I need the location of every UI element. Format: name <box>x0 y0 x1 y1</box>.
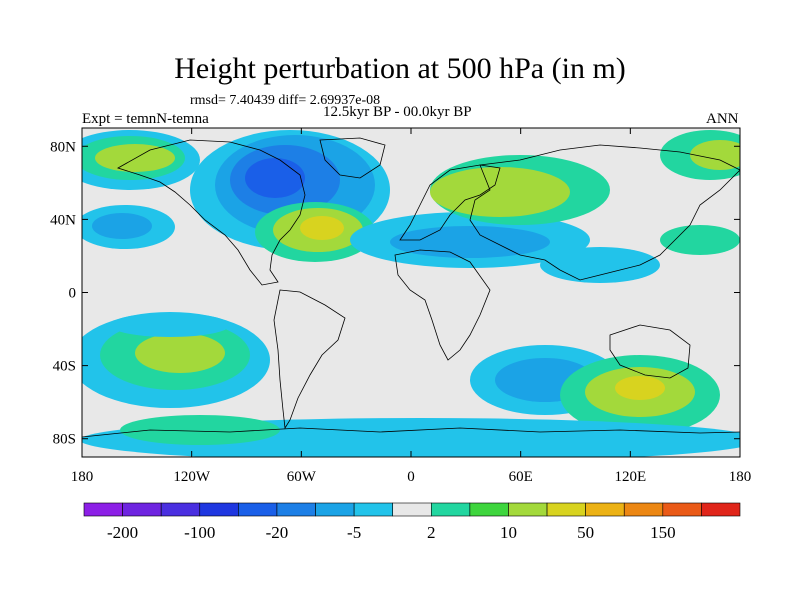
season-label: ANN <box>706 111 739 127</box>
colorbar-box <box>546 502 586 517</box>
x-tick-label: 120W <box>173 469 211 485</box>
colorbar-box <box>238 502 278 517</box>
region-aus-core <box>615 376 665 400</box>
colorbar-box <box>276 502 316 517</box>
y-tick-label: 80S <box>53 432 76 448</box>
period-label: 12.5kyr BP - 00.0kyr BP <box>323 104 472 120</box>
colorbar-box <box>585 502 625 517</box>
colorbar-box <box>353 502 394 517</box>
region-watl-core <box>300 216 344 240</box>
y-axis: 80N 40N 0 40S 80S <box>50 139 740 448</box>
colorbar-box <box>469 502 509 517</box>
region-nhband-inner <box>390 226 550 258</box>
region-npac-south-inner <box>92 213 152 239</box>
colorbar-label: -5 <box>347 523 361 542</box>
region-eurasia-mid <box>430 167 570 217</box>
colorbar-box <box>430 502 471 517</box>
colorbar: -200 -100 -20 -5 2 10 50 150 <box>83 502 741 542</box>
x-tick-label: 60W <box>287 469 317 485</box>
colorbar-box <box>122 502 162 517</box>
colorbar-label: -100 <box>184 523 215 542</box>
colorbar-box <box>160 502 201 517</box>
coast-greenland <box>319 137 386 179</box>
x-axis: 180 120W 60W 0 60E 120E 180 <box>71 128 752 485</box>
coast-australia <box>609 324 691 379</box>
experiment-label: Expt = temnN-temna <box>82 111 209 127</box>
coast-asia <box>469 144 740 281</box>
coast-africa <box>394 249 491 361</box>
region-nwpac <box>660 225 740 255</box>
chart-title: Height perturbation at 500 hPa (in m) <box>174 52 626 85</box>
colorbar-label: 2 <box>427 523 436 542</box>
colorbar-label: -20 <box>266 523 289 542</box>
x-tick-label: 180 <box>71 469 94 485</box>
colorbar-label: 10 <box>500 523 517 542</box>
colorbar-box <box>508 502 548 517</box>
y-tick-label: 80N <box>50 139 76 155</box>
colorbar-box <box>83 502 123 517</box>
colorbar-label: 50 <box>577 523 594 542</box>
coast-antarctica <box>82 427 740 438</box>
colorbar-box <box>701 502 741 517</box>
colorbar-box <box>623 502 664 517</box>
colorbar-box <box>315 502 355 517</box>
y-tick-label: 0 <box>69 286 77 302</box>
coast-europe <box>399 164 501 241</box>
y-tick-label: 40S <box>53 359 76 375</box>
coast-south-america <box>273 289 346 430</box>
colorbar-box <box>199 502 239 517</box>
x-tick-label: 0 <box>407 469 415 485</box>
x-tick-label: 60E <box>509 469 533 485</box>
x-tick-label: 120E <box>614 469 646 485</box>
colorbar-label: -200 <box>107 523 138 542</box>
stats-label: rmsd= 7.40439 diff= 2.69937e-08 <box>190 93 381 108</box>
region-na-core <box>245 158 305 198</box>
region-spac-north <box>110 313 230 337</box>
region-spac-core <box>135 333 225 373</box>
x-tick-label: 180 <box>729 469 752 485</box>
y-tick-label: 40N <box>50 212 76 228</box>
colorbar-box <box>662 502 702 517</box>
region-nhband-east <box>540 247 660 283</box>
coast-north-america <box>117 139 306 286</box>
colorbar-box <box>392 502 432 517</box>
anomaly-field <box>82 128 740 457</box>
region-siberia-inner <box>690 140 740 170</box>
region-antarctic-pos <box>120 415 280 445</box>
colorbar-label: 150 <box>650 523 676 542</box>
coastlines <box>82 137 740 438</box>
